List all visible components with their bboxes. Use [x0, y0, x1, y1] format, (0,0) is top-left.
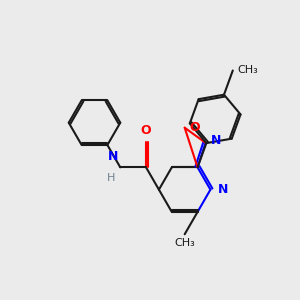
Text: O: O — [141, 124, 151, 136]
Text: CH₃: CH₃ — [238, 65, 259, 76]
Text: N: N — [218, 183, 229, 196]
Text: N: N — [211, 134, 221, 147]
Text: CH₃: CH₃ — [174, 238, 195, 248]
Text: H: H — [107, 173, 115, 183]
Text: N: N — [108, 150, 118, 164]
Text: O: O — [190, 121, 200, 134]
